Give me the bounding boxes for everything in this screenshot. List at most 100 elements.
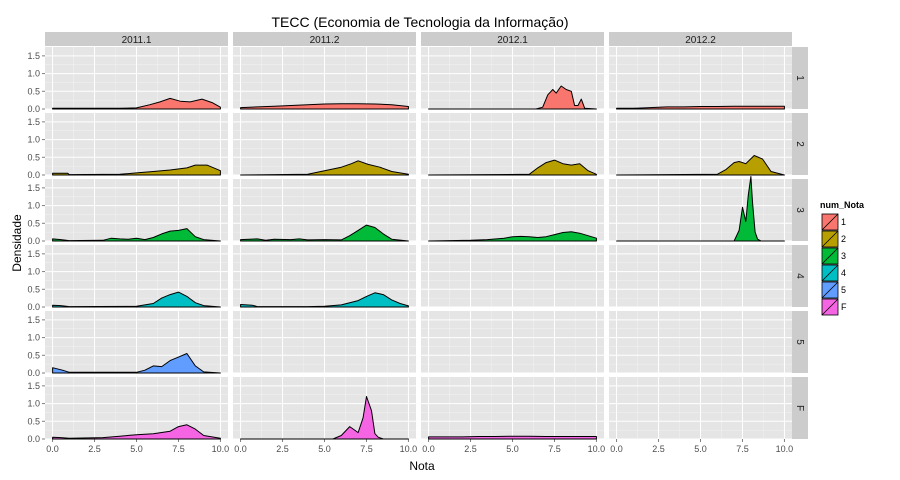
row-strip (792, 47, 808, 109)
x-tick-label: 5.0 (506, 444, 519, 454)
y-tick-label: 0.5 (27, 218, 40, 228)
x-tick-label: 2.5 (276, 444, 289, 454)
y-tick-label: 0.0 (27, 104, 40, 114)
x-tick-label: 10.0 (400, 444, 418, 454)
density-area-1-2012.2 (616, 105, 785, 110)
row-strip-label: 4 (794, 273, 805, 279)
y-tick-label: 0.0 (27, 170, 40, 180)
y-axis-title: Densidade (10, 214, 24, 272)
y-tick-label: 1.5 (27, 51, 40, 61)
density-area-1-2011.1 (52, 97, 221, 110)
y-tick-label: 1.5 (27, 249, 40, 259)
x-tick-label: 10.0 (776, 444, 794, 454)
x-tick-label: 5.0 (694, 444, 707, 454)
row-strip-label: 2 (794, 141, 805, 147)
density-area-F-2011.2 (240, 396, 409, 440)
row-strip (792, 179, 808, 241)
legend-label: 2 (841, 234, 846, 244)
legend: num_Nota 1 2 3 4 5 F (820, 200, 865, 316)
y-tick-label: 1.5 (27, 315, 40, 325)
x-tick-label: 7.5 (548, 444, 561, 454)
y-tick-label: 1.0 (27, 399, 40, 409)
density-area-F-2011.1 (52, 424, 221, 440)
y-tick-label: 0.5 (27, 86, 40, 96)
column-strip (45, 32, 228, 46)
legend-label: 1 (841, 217, 846, 227)
density-area-2-2012.2 (616, 155, 785, 176)
y-tick-label: 0.0 (27, 302, 40, 312)
legend-key-slash (821, 264, 839, 282)
row-strip-label: 1 (794, 75, 805, 81)
y-tick-label: 1.0 (27, 267, 40, 277)
density-area-3-2011.2 (240, 224, 409, 242)
legend-key-slash (821, 298, 839, 316)
density-area-3-2012.1 (428, 231, 597, 242)
legend-label: F (841, 302, 847, 312)
x-tick-label: 0.0 (610, 444, 623, 454)
legend-label: 4 (841, 268, 846, 278)
y-tick-label: 1.0 (27, 135, 40, 145)
column-strip-label: 2012.1 (497, 35, 528, 46)
legend-key-slash (821, 281, 839, 299)
row-strip (792, 377, 808, 439)
row-strip-label: F (794, 405, 805, 411)
density-area-1-2011.2 (240, 103, 409, 110)
y-tick-label: 1.0 (27, 333, 40, 343)
density-area-5-2011.1 (52, 353, 221, 374)
legend-title: num_Nota (820, 200, 865, 210)
x-tick-label: 10.0 (212, 444, 230, 454)
y-tick-label: 0.5 (27, 350, 40, 360)
x-tick-label: 0.0 (234, 444, 247, 454)
x-tick-label: 10.0 (588, 444, 606, 454)
column-strip-label: 2011.1 (122, 35, 152, 46)
y-tick-label: 0.5 (27, 416, 40, 426)
y-tick-label: 1.0 (27, 69, 40, 79)
x-tick-label: 5.0 (130, 444, 143, 454)
density-area-3-2012.2 (616, 176, 785, 242)
column-strip (421, 32, 604, 46)
y-tick-label: 1.0 (27, 201, 40, 211)
x-tick-label: 2.5 (652, 444, 665, 454)
legend-label: 3 (841, 251, 846, 261)
y-tick-label: 0.5 (27, 284, 40, 294)
x-tick-label: 0.0 (46, 444, 59, 454)
y-tick-label: 1.5 (27, 117, 40, 127)
x-axis-title: Nota (409, 459, 435, 473)
x-tick-label: 7.5 (736, 444, 749, 454)
row-strip (792, 113, 808, 175)
x-tick-label: 7.5 (172, 444, 185, 454)
column-strip (233, 32, 416, 46)
y-tick-label: 1.5 (27, 381, 40, 391)
y-tick-label: 1.5 (27, 183, 40, 193)
density-area-2-2011.1 (52, 164, 221, 176)
row-strip (792, 245, 808, 307)
density-area-1-2012.1 (428, 85, 597, 110)
column-strip (609, 32, 792, 46)
legend-key-slash (821, 230, 839, 248)
facet-panels: 2011.1 2011.2 2012.1 2012.2 1 2 3 4 5 F 0.0 0.5 1.0 1… (27, 32, 808, 454)
density-area-4-2011.2 (240, 292, 409, 308)
x-tick-label: 2.5 (88, 444, 101, 454)
density-area-3-2011.1 (52, 228, 221, 242)
x-tick-label: 5.0 (318, 444, 331, 454)
density-area-F-2012.1 (428, 435, 597, 440)
density-area-2-2011.2 (240, 160, 409, 176)
column-strip-label: 2012.2 (685, 35, 716, 46)
y-tick-label: 0.5 (27, 152, 40, 162)
density-area-2-2012.1 (428, 159, 597, 176)
row-strip-label: 3 (794, 207, 805, 213)
legend-label: 5 (841, 285, 846, 295)
x-tick-label: 0.0 (422, 444, 435, 454)
y-tick-label: 0.0 (27, 236, 40, 246)
y-tick-label: 0.0 (27, 368, 40, 378)
density-area-4-2011.1 (52, 291, 221, 308)
row-strip-label: 5 (794, 339, 805, 345)
y-tick-label: 0.0 (27, 434, 40, 444)
row-strip (792, 311, 808, 373)
x-tick-label: 2.5 (464, 444, 477, 454)
chart-title: TECC (Economia de Tecnologia da Informaç… (271, 14, 568, 30)
legend-key-slash (821, 213, 839, 231)
column-strip-label: 2011.2 (310, 35, 340, 46)
legend-key-slash (821, 247, 839, 265)
